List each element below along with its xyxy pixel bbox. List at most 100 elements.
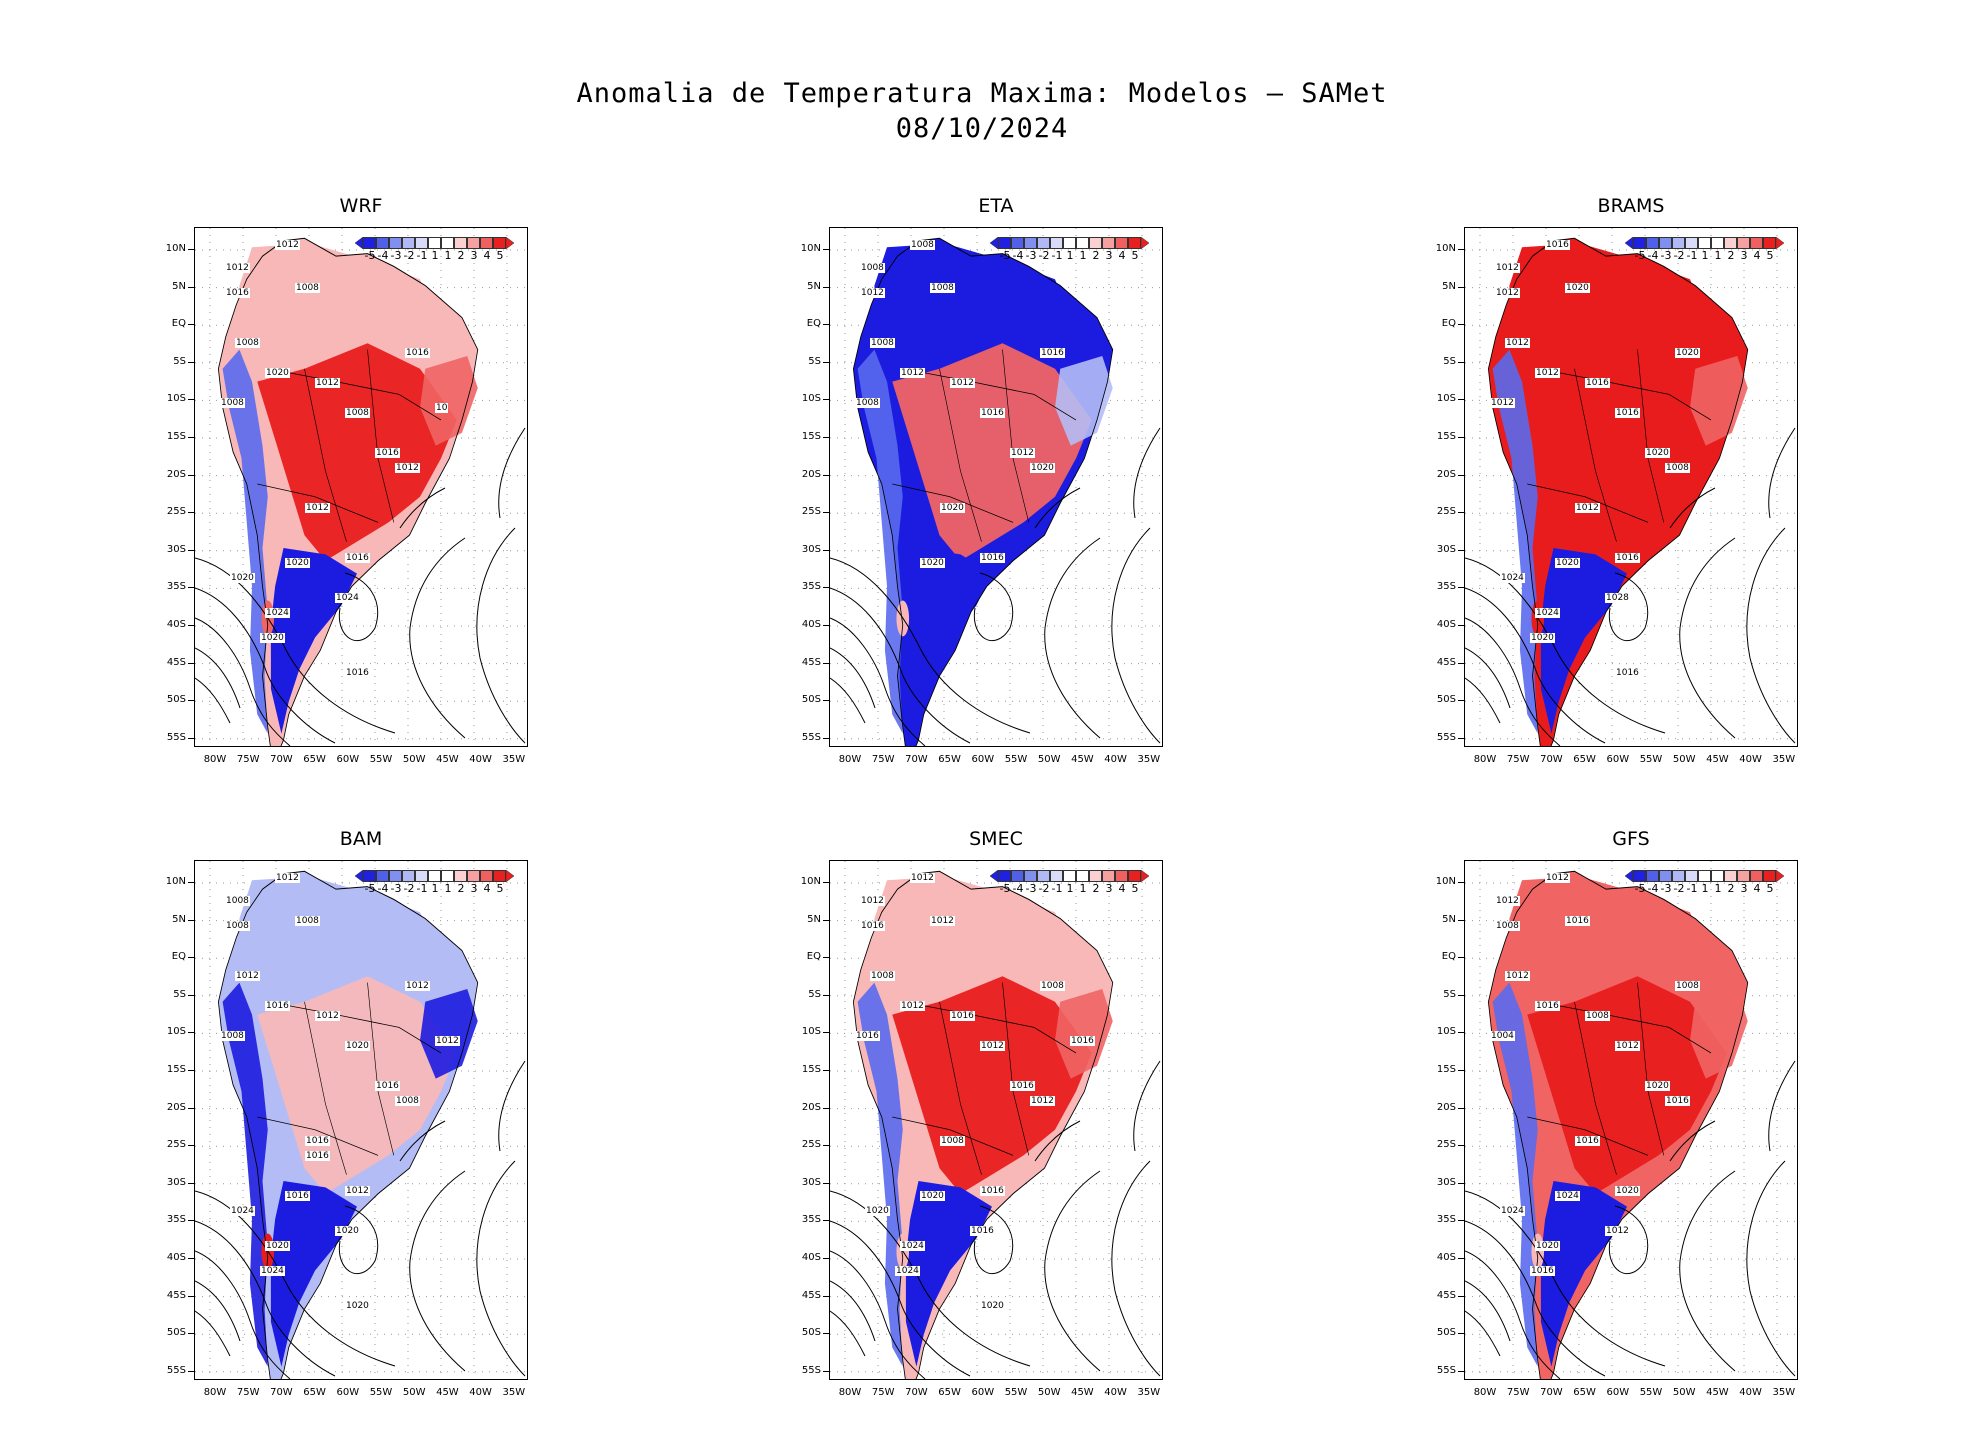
y-tick xyxy=(188,1220,194,1222)
colorbar-label: -2 xyxy=(1673,249,1685,262)
colorbar-label: -1 xyxy=(1686,249,1698,262)
colorbar-cell xyxy=(467,237,480,249)
isobar-label: 1024 xyxy=(230,1206,255,1216)
isobar-label: 1008 xyxy=(220,1031,245,1041)
country-border xyxy=(1002,349,1030,523)
y-tick-label: 5N xyxy=(172,913,186,925)
y-tick xyxy=(188,1333,194,1335)
isobar-label: 1020 xyxy=(265,368,290,378)
y-tick-label: 10N xyxy=(1435,243,1456,254)
map-frame: 1012 1012 1008 1016 1012 1016 1008 1004 1008 1012… xyxy=(1464,860,1798,1380)
colorbar-label: -4 xyxy=(1647,249,1659,262)
y-tick xyxy=(1458,700,1464,702)
y-tick-label: 40S xyxy=(166,1252,186,1263)
isobar-label: 1012 xyxy=(1495,896,1520,906)
y-tick-label: 10N xyxy=(165,243,186,254)
colorbar-label: -5 xyxy=(999,249,1011,262)
isobar-label: 1012 xyxy=(1505,971,1530,981)
colorbar-arrow-right xyxy=(1776,237,1784,249)
x-tick-label: 35W xyxy=(1772,754,1796,765)
isobar-label: 1008 xyxy=(870,971,895,981)
anomaly-andes xyxy=(222,349,268,734)
colorbar-label: 2 xyxy=(1092,882,1100,895)
anomaly-andes xyxy=(222,982,268,1367)
colorbar-label: -4 xyxy=(377,882,389,895)
x-tick-label: 60W xyxy=(1606,754,1630,765)
isobar-label: 1008 xyxy=(940,1136,965,1146)
y-tick xyxy=(1458,919,1464,921)
y-tick-label: 25S xyxy=(166,1139,186,1151)
continent-group xyxy=(1487,870,1749,1379)
x-tick-label: 55W xyxy=(1004,1387,1028,1398)
country-border xyxy=(1637,982,1665,1156)
x-tick-label: 80W xyxy=(203,754,227,765)
x-tick-label: 70W xyxy=(905,754,928,765)
isobar-label: 1016 xyxy=(1615,668,1640,678)
y-tick-label: 50S xyxy=(801,694,821,706)
colorbar-label: 3 xyxy=(470,249,478,262)
y-tick xyxy=(1458,1070,1464,1071)
x-tick-label: 50W xyxy=(402,754,426,765)
isobar-label: 1012 xyxy=(395,463,420,473)
map-frame: 1016 1012 1012 1020 1012 1012 1016 1012 1020 1016… xyxy=(1464,227,1798,747)
colorbar-cell xyxy=(1024,870,1037,882)
colorbar-arrow-left xyxy=(990,870,998,882)
y-tick-label: 5N xyxy=(1442,913,1456,925)
isobar-label: 1008 xyxy=(225,896,250,906)
isobar-label: 1020 xyxy=(345,1041,370,1051)
y-tick-label: 45S xyxy=(801,1289,821,1301)
map-frame: 1012 1012 1016 1008 1008 1020 1012 1008 1016 1008… xyxy=(194,227,528,747)
x-tick-label: 45W xyxy=(436,754,459,765)
y-tick xyxy=(1458,1333,1464,1335)
colorbar-label: 5 xyxy=(1131,882,1139,895)
isobar-label: 1016 xyxy=(1615,553,1640,563)
isobar-line xyxy=(498,1060,526,1152)
x-tick-label: 40W xyxy=(1739,754,1762,765)
colorbar-label: 2 xyxy=(457,882,465,895)
x-tick-label: 45W xyxy=(1706,754,1729,765)
isobar-label: 1020 xyxy=(285,558,310,568)
isobar-line xyxy=(830,557,1031,734)
isobar-label: 1016 xyxy=(980,1186,1005,1196)
anomaly-north xyxy=(239,876,436,996)
isobar-label: 1020 xyxy=(260,633,285,643)
colorbar-cell xyxy=(363,870,376,882)
colorbar-arrow-right xyxy=(1141,870,1149,882)
y-tick-label: 45S xyxy=(801,656,821,668)
isobar-label: 1012 xyxy=(1495,288,1520,298)
colorbar-cell xyxy=(1633,237,1646,249)
y-tick xyxy=(823,882,829,883)
panel-title: ETA xyxy=(978,195,1014,217)
isobar-label: 1024 xyxy=(335,593,360,603)
continent-group xyxy=(852,237,1114,746)
x-tick-label: 65W xyxy=(303,754,326,765)
isobar-label: 1016 xyxy=(405,348,430,358)
anomaly-map xyxy=(830,228,1162,746)
y-tick-label: 5S xyxy=(1443,355,1456,367)
colorbar-label: 1 xyxy=(1714,882,1722,895)
y-tick xyxy=(188,737,194,739)
colorbar-label: -5 xyxy=(364,882,376,895)
colorbar: -5 -4 -3 -2 -1 1 1 2 3 4 5 xyxy=(990,870,1149,895)
isobar-line xyxy=(1465,647,1511,709)
y-tick xyxy=(188,1258,194,1259)
y-tick xyxy=(1458,1370,1464,1372)
y-tick xyxy=(823,994,829,996)
y-tick-label: 20S xyxy=(801,1101,821,1113)
y-tick xyxy=(188,1295,194,1297)
isobar-label: 1020 xyxy=(940,503,965,513)
x-tick-label: 35W xyxy=(1137,1387,1161,1398)
isobar-label: 1008 xyxy=(220,398,245,408)
anomaly-northeast xyxy=(1690,356,1748,446)
colorbar-label: 3 xyxy=(1105,249,1113,262)
x-tick-label: 60W xyxy=(336,754,360,765)
x-tick-label: 60W xyxy=(336,1387,360,1398)
colorbar-cell xyxy=(1698,237,1711,249)
x-tick-label: 60W xyxy=(971,754,995,765)
isobar-label: 1020 xyxy=(345,1301,370,1311)
country-border xyxy=(257,483,379,523)
colorbar-cell xyxy=(1076,870,1089,882)
x-tick-label: 75W xyxy=(1506,754,1530,765)
y-tick xyxy=(823,700,829,702)
colorbar-arrow-right xyxy=(506,237,514,249)
